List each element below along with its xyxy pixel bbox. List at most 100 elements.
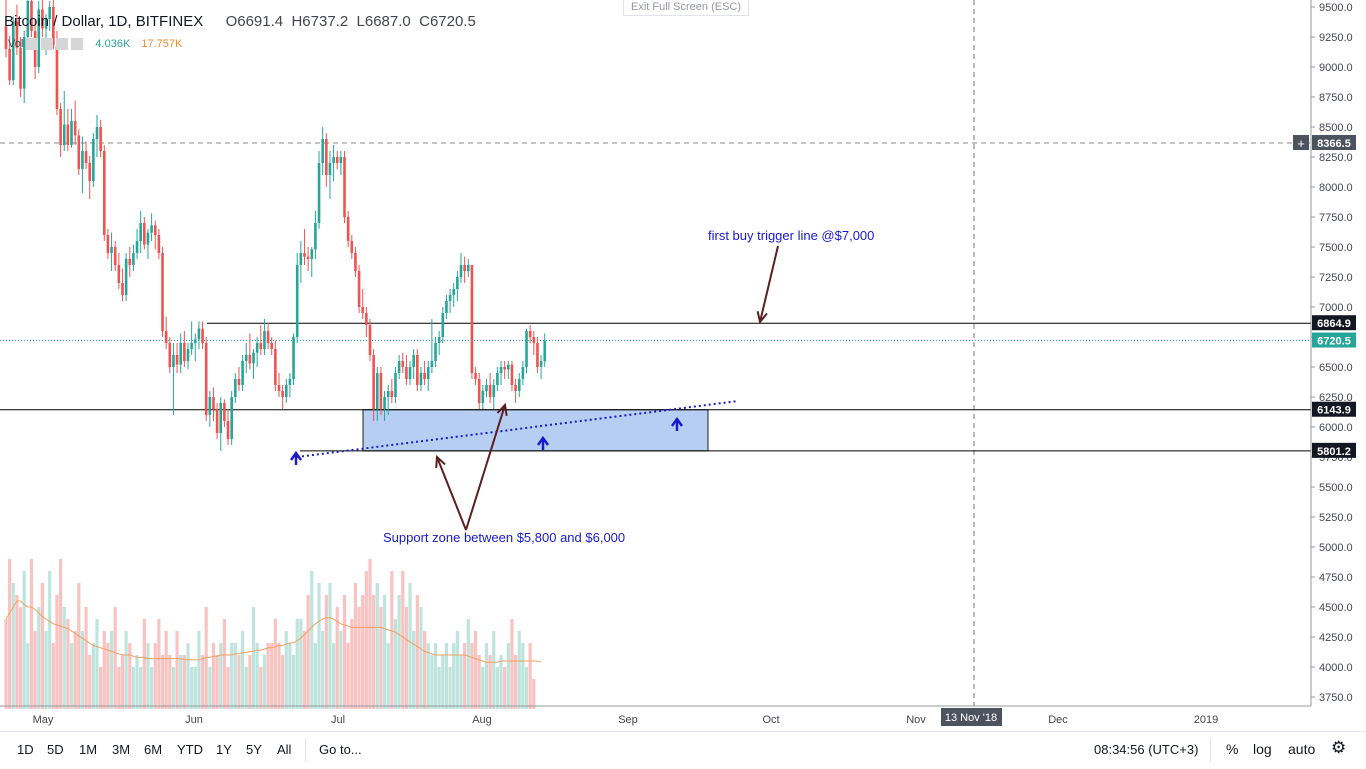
candle-body	[62, 124, 66, 145]
candle-body	[488, 385, 492, 397]
gear-icon[interactable]: ⚙	[1331, 738, 1347, 757]
candle-body	[437, 337, 441, 343]
volume-bar	[59, 559, 63, 709]
annotation-marks	[289, 245, 779, 531]
exit-fullscreen-button[interactable]: Exit Full Screen (ESC)	[623, 0, 749, 16]
tf-5y[interactable]: 5Y	[246, 742, 262, 757]
candle-body	[521, 367, 525, 379]
volume-bar	[273, 619, 277, 709]
candle-body	[397, 361, 401, 373]
volume-bar	[452, 643, 456, 709]
candle-body	[532, 337, 536, 343]
volume-bar	[33, 631, 37, 709]
tf-1m[interactable]: 1M	[79, 742, 98, 757]
candle-body	[168, 343, 172, 367]
price-tick-label: 8500.0	[1319, 122, 1353, 134]
volume-bar	[532, 679, 536, 709]
volume-bar	[4, 619, 8, 709]
candle-body	[153, 225, 157, 235]
volume-bar	[262, 655, 267, 709]
candle-body	[466, 265, 470, 271]
candle-body	[496, 373, 499, 385]
volume-bar	[233, 643, 237, 709]
candle-body	[303, 253, 306, 257]
symbol-title[interactable]: Bitcoin / Dollar, 1D, BITFINEX	[4, 13, 204, 30]
candle-body	[463, 265, 466, 271]
candle-body	[212, 397, 215, 409]
volume-bar	[361, 595, 365, 709]
tf-3m[interactable]: 3M	[112, 742, 131, 757]
candle-body	[84, 151, 88, 163]
goto-button[interactable]: Go to...	[319, 742, 362, 757]
volume-bar	[459, 655, 463, 709]
time-tick-label: Sep	[618, 714, 638, 726]
candle-body	[143, 223, 146, 245]
volume-bar	[310, 571, 314, 709]
volume-bar	[302, 631, 307, 709]
settings-icon[interactable]	[41, 38, 54, 51]
candle-body	[416, 355, 419, 385]
volume-bar	[102, 631, 106, 709]
eye-icon[interactable]	[26, 38, 39, 51]
tf-ytd[interactable]: YTD	[177, 742, 203, 757]
candle-body	[452, 289, 456, 295]
tf-all[interactable]: All	[277, 742, 292, 757]
volume-bar	[175, 631, 179, 709]
tf-1d[interactable]: 1D	[17, 742, 34, 757]
volume-bar	[350, 619, 354, 709]
candle-body	[19, 47, 22, 89]
volume-bar	[69, 643, 74, 709]
tf-6m[interactable]: 6M	[144, 742, 163, 757]
candle-body	[157, 235, 161, 253]
candle-body	[150, 225, 153, 233]
price-label: 6720.5	[1317, 336, 1351, 348]
volume-bar	[230, 643, 234, 709]
volume-bar	[117, 667, 121, 709]
candle-body	[237, 379, 241, 385]
candle-body	[121, 283, 124, 295]
log-toggle[interactable]: log	[1253, 741, 1272, 757]
candle-body	[481, 391, 485, 403]
volume-bar	[37, 607, 41, 709]
tf-1y[interactable]: 1Y	[216, 742, 232, 757]
volume-bar	[408, 583, 412, 709]
volume-bar	[492, 631, 496, 709]
volume-bar	[153, 643, 157, 709]
price-tick-label: 8250.0	[1319, 152, 1353, 164]
candle-body	[339, 157, 343, 163]
volume-bar	[128, 643, 132, 709]
price-tick-label: 3750.0	[1319, 692, 1353, 704]
candle-body	[299, 253, 303, 265]
chart-header: Bitcoin / Dollar, 1D, BITFINEX O6691.4 H…	[4, 13, 476, 30]
candle-body	[539, 361, 543, 367]
close-icon[interactable]	[71, 38, 84, 51]
price-tick-label: 9250.0	[1319, 32, 1353, 44]
volume-bar	[393, 619, 398, 709]
percent-toggle[interactable]: %	[1226, 741, 1239, 757]
volume-bar	[248, 655, 252, 709]
auto-toggle[interactable]: auto	[1288, 741, 1316, 757]
price-label: 6143.9	[1317, 405, 1351, 417]
volume-bar	[266, 643, 270, 709]
volume-bar	[135, 655, 139, 709]
price-tick-label: 4500.0	[1319, 602, 1353, 614]
volume-bar	[415, 595, 419, 709]
volume-bar	[77, 583, 81, 709]
candle-body	[499, 367, 503, 373]
time-axis: May Jun Jul Aug Sep Oct Nov Dec 2019 13 Nov '18	[0, 705, 1311, 726]
price-label: 6864.9	[1317, 318, 1351, 330]
volume-bar	[372, 595, 376, 709]
volume-bar	[328, 583, 332, 709]
candle-body	[48, 7, 51, 19]
plus-icon[interactable]	[56, 38, 69, 51]
tf-5d[interactable]: 5D	[47, 742, 64, 757]
volume-bar	[423, 631, 427, 709]
clock[interactable]: 08:34:56 (UTC+3)	[1094, 742, 1199, 757]
volume-bar	[80, 631, 85, 709]
volume-bar	[131, 667, 135, 709]
volume-bar	[237, 655, 241, 709]
volume-bar	[299, 619, 303, 709]
volume-bar	[204, 607, 208, 709]
price-chart[interactable]: 3750.0 4000.0 4250.0 4500.0 4750.0 5000.0 5250…	[0, 0, 1366, 731]
time-tick-label: Aug	[472, 714, 492, 726]
